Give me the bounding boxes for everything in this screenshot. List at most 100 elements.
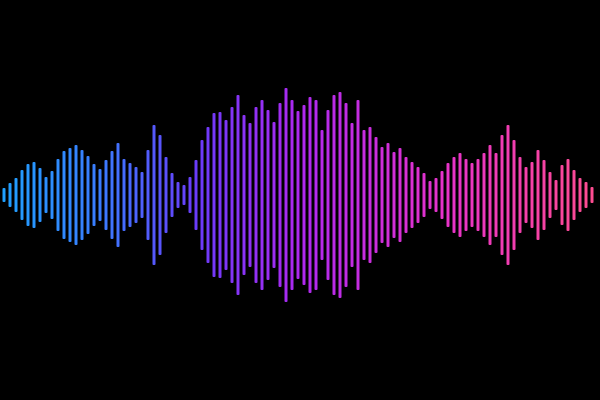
- waveform-bar: [452, 157, 456, 233]
- waveform-bar: [290, 100, 294, 290]
- waveform-bar: [590, 187, 594, 203]
- waveform-bar: [2, 188, 6, 202]
- waveform-bar: [422, 173, 426, 217]
- waveform-bar: [392, 152, 396, 238]
- waveform-bar: [8, 183, 12, 207]
- waveform-bar: [554, 180, 558, 210]
- waveform-bar: [56, 159, 60, 231]
- waveform-bar: [344, 103, 348, 287]
- waveform-bar: [110, 151, 114, 239]
- waveform-bar: [326, 110, 330, 280]
- waveform-bar: [386, 143, 390, 247]
- waveform-bar: [140, 172, 144, 218]
- waveform-bar: [20, 170, 24, 220]
- waveform-bar: [26, 164, 30, 226]
- waveform-bar: [278, 103, 282, 287]
- waveform-bar: [566, 159, 570, 231]
- waveform-bar: [332, 95, 336, 295]
- waveform-bar: [230, 107, 234, 283]
- waveform-bar: [218, 112, 222, 278]
- waveform-bar: [200, 140, 204, 250]
- waveform-bar: [248, 123, 252, 267]
- waveform-bar: [50, 171, 54, 219]
- waveform-bar: [584, 182, 588, 208]
- waveform-bar: [320, 130, 324, 260]
- waveform-bar: [428, 181, 432, 209]
- waveform-bar: [362, 130, 366, 260]
- waveform-bar: [104, 160, 108, 230]
- waveform-bar: [272, 122, 276, 268]
- waveform-bar: [116, 143, 120, 247]
- waveform-bar: [494, 153, 498, 237]
- waveform-bar: [206, 127, 210, 263]
- waveform-bar: [194, 160, 198, 230]
- waveform-bar: [518, 157, 522, 233]
- waveform-bar: [80, 150, 84, 240]
- waveform-bar: [224, 120, 228, 270]
- waveform-bar: [128, 163, 132, 227]
- waveform-bar: [38, 168, 42, 222]
- waveform-bar: [302, 105, 306, 285]
- waveform-bar: [578, 178, 582, 212]
- waveform-bar: [44, 177, 48, 213]
- waveform-bars-group: [2, 88, 594, 302]
- waveform-bar: [338, 92, 342, 298]
- waveform-bar: [188, 177, 192, 213]
- waveform-bar: [74, 145, 78, 245]
- waveform-bar: [434, 178, 438, 212]
- waveform-bar: [356, 100, 360, 290]
- waveform-bar: [398, 148, 402, 242]
- waveform-bar: [308, 97, 312, 293]
- waveform-bar: [482, 153, 486, 237]
- waveform-bar: [404, 157, 408, 233]
- waveform-bar: [14, 178, 18, 212]
- waveform-bar: [530, 162, 534, 228]
- waveform-bar: [416, 167, 420, 223]
- waveform-bar: [368, 127, 372, 263]
- waveform-bar: [158, 135, 162, 255]
- waveform-bar: [296, 111, 300, 279]
- waveform-bar: [440, 171, 444, 219]
- waveform-bar: [266, 110, 270, 280]
- waveform-bar: [350, 123, 354, 267]
- waveform-bar: [146, 150, 150, 240]
- waveform-bar: [488, 145, 492, 245]
- waveform-bar: [500, 135, 504, 255]
- waveform-bar: [254, 107, 258, 283]
- waveform-bar: [212, 113, 216, 277]
- waveform-bar: [134, 167, 138, 223]
- waveform-bar: [476, 159, 480, 231]
- waveform-bar: [86, 156, 90, 234]
- waveform-bar: [470, 163, 474, 227]
- waveform-bar: [236, 95, 240, 295]
- waveform-bar: [68, 148, 72, 242]
- waveform-bar: [152, 125, 156, 265]
- waveform-bar: [572, 170, 576, 220]
- waveform-bar: [458, 153, 462, 237]
- waveform-bar: [62, 151, 66, 239]
- waveform-bar: [542, 160, 546, 230]
- waveform-bar: [380, 147, 384, 243]
- waveform-bar: [446, 163, 450, 227]
- waveform-bar: [524, 167, 528, 223]
- waveform-bar: [512, 140, 516, 250]
- waveform-bar: [164, 157, 168, 233]
- waveform-bar: [242, 115, 246, 275]
- waveform-bar: [170, 173, 174, 217]
- waveform-bar: [98, 169, 102, 221]
- waveform-bar: [464, 159, 468, 231]
- waveform-bar: [176, 182, 180, 208]
- waveform-bar: [182, 185, 186, 205]
- waveform-bar: [560, 165, 564, 225]
- waveform-bar: [536, 150, 540, 240]
- waveform-bar: [122, 159, 126, 231]
- waveform-bar: [32, 162, 36, 228]
- waveform-bar: [548, 172, 552, 218]
- waveform-bar: [506, 125, 510, 265]
- waveform-bar: [260, 100, 264, 290]
- waveform-bar: [410, 162, 414, 228]
- waveform-bar: [284, 88, 288, 302]
- waveform-bar: [92, 164, 96, 226]
